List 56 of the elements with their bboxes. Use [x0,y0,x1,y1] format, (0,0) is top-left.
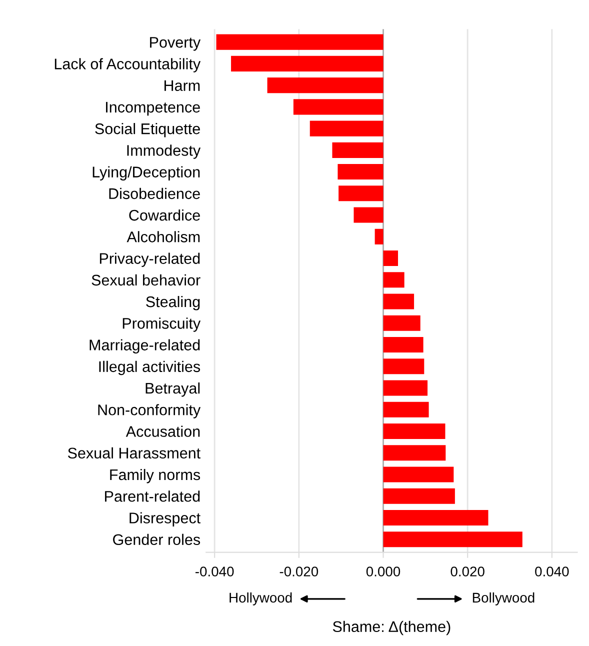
y-tick-label: Incompetence [106,102,200,116]
y-tick-label: Parent-related [105,490,200,502]
bar [383,445,446,461]
bar [383,294,414,310]
bar [383,336,424,353]
text: Bollywood [472,592,534,606]
y-tick-label: Sexual Harassment [68,447,200,459]
y-tick-label: Promiscuity [122,318,201,332]
bar [383,272,404,288]
bar [383,423,446,440]
y-tick-label: Illegal activities [99,360,200,376]
y-tick-label: Harm [164,80,200,91]
bar [383,532,522,548]
x-axis-title: Shame: Δ(theme) [332,620,450,636]
bar [216,34,384,50]
bar [383,402,429,418]
y-tick-label: Gender roles [113,534,200,546]
x-tick-label: 0.000 [366,566,400,576]
bar [383,488,455,504]
y-tick-label: Sexual behavior [92,274,200,286]
bar [267,78,384,94]
bar [383,358,424,374]
bar [383,250,398,266]
y-tick-label: Lying/Deception [92,166,200,180]
bar [374,228,384,244]
y-tick-label: Cowardice [129,209,200,221]
bar [338,164,384,180]
y-tick-label: Social Etiquette [95,122,200,138]
x-tick-label: 0.040 [535,566,569,576]
bar [383,315,420,331]
bar [383,380,428,396]
x-tick-label: -0.040 [196,566,234,576]
y-tick-label: Disobedience [109,188,200,200]
bar [310,120,384,136]
bar [383,466,454,482]
x-tick-label: -0.020 [280,566,318,576]
y-tick-label: Privacy-related [100,252,200,267]
y-tick-label: Immodesty [127,144,201,159]
bar [383,510,488,526]
y-tick-label: Accusation [126,426,200,437]
bar [354,207,384,223]
bar [338,186,384,202]
bar [293,99,384,115]
y-tick-label: Stealing [146,296,200,310]
y-tick-label: Non-conformity [98,404,201,418]
x-tick-label: 0.020 [450,566,484,576]
y-tick-label: Betrayal [146,382,200,397]
y-tick-label: Lack of Accountability [54,58,201,72]
y-tick-label: Marriage-related [90,339,200,354]
bar [231,56,384,72]
y-tick-label: Disrespect [130,512,200,526]
bar [332,142,384,158]
y-tick-label: Alcoholism [126,231,200,242]
y-tick-label: Family norms [110,468,200,484]
y-tick-label: Poverty [150,37,201,51]
text: Hollywood [230,592,292,606]
